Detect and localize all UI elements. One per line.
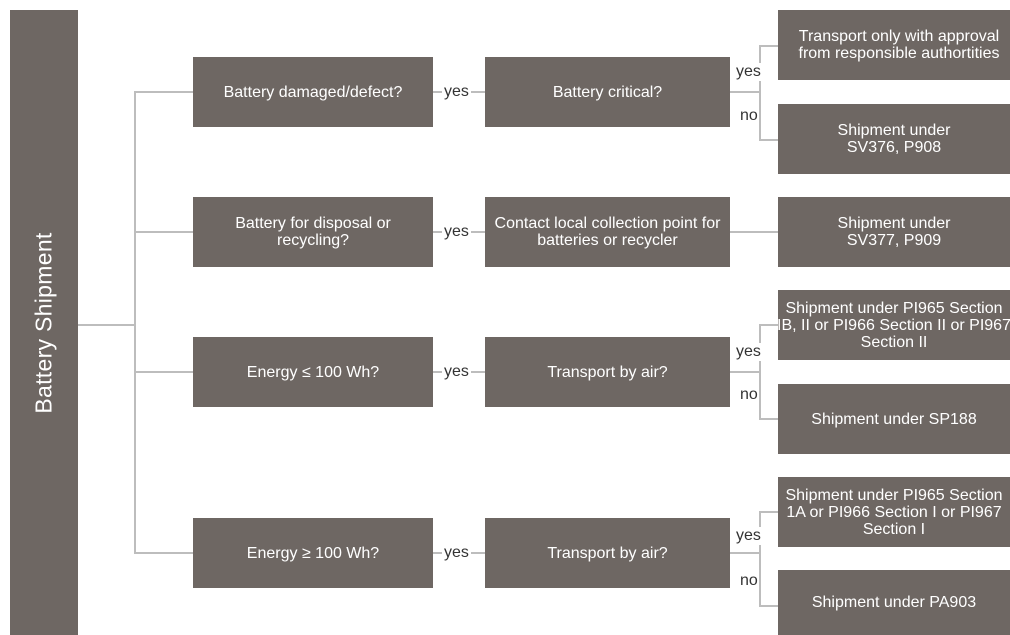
row2-link-label: yes [442,223,471,241]
outcome-sp188: Shipment under SP188 [778,384,1010,454]
outcome-pi965-ib: Shipment under PI965 Section IB, II or P… [778,290,1010,360]
outcome-authority-approval: Transport only with approval from respon… [778,10,1010,80]
outcome-sv377-label: Shipment under SV377, P909 [837,215,951,249]
action-air-transport-1: Transport by air? [485,337,730,407]
outcome-authority-approval-label: Transport only with approval from respon… [798,28,1000,62]
row4-yes-line [759,511,778,513]
question-disposal-label: Battery for disposal or recycling? [235,215,391,249]
row3-no-line [759,418,778,420]
root-connector [78,324,135,326]
row4-branch-spine [759,511,761,606]
row1-link-label: yes [442,83,471,101]
row4-link-label: yes [442,544,471,562]
outcome-pi965-1a: Shipment under PI965 Section 1A or PI966… [778,477,1010,547]
trunk-connector [134,91,136,553]
outcome-pa903: Shipment under PA903 [778,570,1010,635]
outcome-sv377: Shipment under SV377, P909 [778,197,1010,267]
row3-yes-label: yes [736,343,761,361]
question-energy-le-100-label: Energy ≤ 100 Wh? [246,363,380,381]
question-damaged: Battery damaged/defect? [193,57,433,127]
action-air-transport-2: Transport by air? [485,518,730,588]
row3-link-label: yes [442,363,471,381]
outcome-pa903-label: Shipment under PA903 [811,594,977,611]
row3-no-label: no [740,386,758,404]
row1-branch-stem [730,91,760,93]
outcome-sp188-label: Shipment under SP188 [811,410,977,428]
action-collection-point: Contact local collection point for batte… [485,197,730,267]
question-energy-ge-100-label: Energy ≥ 100 Wh? [246,544,380,562]
row3-branch-stem [730,371,760,373]
question-energy-ge-100: Energy ≥ 100 Wh? [193,518,433,588]
action-collection-point-label: Contact local collection point for batte… [494,215,721,249]
row1-no-line [759,139,778,141]
action-air-transport-1-label: Transport by air? [547,363,668,381]
row4-no-label: no [740,572,758,590]
root-label: Battery Shipment [30,231,57,414]
root-node: Battery Shipment [10,10,78,635]
row1-branch-spine [759,45,761,140]
action-air-transport-2-label: Transport by air? [547,544,668,562]
row3-yes-line [759,324,778,326]
row3-connector [134,371,193,373]
row1-connector [134,91,193,93]
row3-branch-spine [759,324,761,419]
row2-outcome-line [730,231,778,233]
row2-connector [134,231,193,233]
question-energy-le-100: Energy ≤ 100 Wh? [193,337,433,407]
outcome-pi965-ib-label: Shipment under PI965 Section IB, II or P… [778,299,1010,351]
row4-connector [134,552,193,554]
row4-branch-stem [730,552,760,554]
action-critical: Battery critical? [485,57,730,127]
row1-yes-label: yes [736,63,761,81]
row1-no-label: no [740,107,758,125]
question-disposal: Battery for disposal or recycling? [193,197,433,267]
outcome-sv376: Shipment under SV376, P908 [778,104,1010,174]
row1-yes-line [759,45,778,47]
outcome-sv376-label: Shipment under SV376, P908 [837,122,951,156]
outcome-pi965-1a-label: Shipment under PI965 Section 1A or PI966… [785,486,1003,538]
row4-no-line [759,605,778,607]
row4-yes-label: yes [736,527,761,545]
question-damaged-label: Battery damaged/defect? [223,83,403,101]
action-critical-label: Battery critical? [552,83,663,101]
